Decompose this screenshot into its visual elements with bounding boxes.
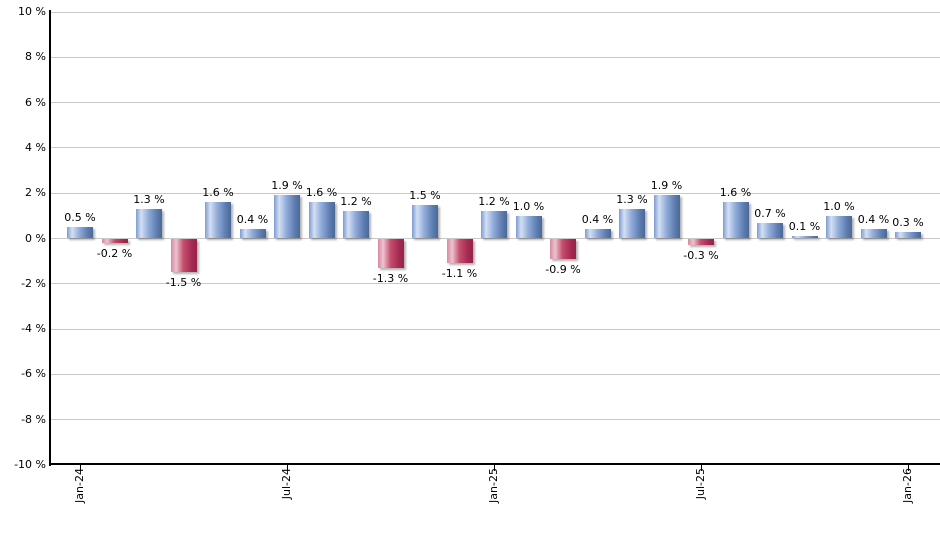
y-axis-tick-label: -8 % (21, 412, 46, 426)
y-axis-line (49, 10, 51, 466)
bar-value-label: 1.2 % (340, 195, 372, 209)
bar-value-label: 1.6 % (202, 186, 234, 200)
positive-return-bar (515, 215, 542, 239)
y-axis-tick-label: 0 % (25, 231, 46, 245)
negative-return-bar (101, 238, 128, 244)
positive-return-bar (895, 231, 921, 239)
y-axis-tick-label: 2 % (25, 186, 46, 200)
bar-value-label: 0.1 % (788, 220, 821, 234)
x-axis-tick-label: Jan-24 (73, 468, 86, 503)
bar-value-label: 0.7 % (754, 206, 786, 220)
x-axis-tick-mark (286, 465, 288, 471)
x-axis-tick-mark (493, 465, 495, 471)
y-axis-tick-label: 10 % (18, 5, 46, 18)
y-axis-tick-label: 6 % (25, 95, 46, 109)
gridline (50, 238, 940, 239)
x-axis-tick-label: Jul-25 (694, 468, 707, 500)
bar-value-label: -0.9 % (545, 262, 581, 276)
positive-return-bar (481, 211, 507, 239)
bar-value-label: 1.9 % (650, 179, 683, 193)
positive-return-bar (584, 229, 611, 239)
y-axis-tick-label: -10 % (14, 458, 46, 471)
y-axis-tick-label: 4 % (25, 140, 46, 154)
gridline (50, 56, 940, 58)
positive-return-bar (412, 204, 438, 239)
bar-value-label: 1.6 % (305, 186, 338, 200)
x-axis-tick-mark (907, 465, 909, 471)
positive-return-bar (205, 202, 231, 239)
bar-value-label: -1.5 % (165, 276, 202, 290)
gridline (50, 192, 940, 194)
bar-value-label: -1.3 % (372, 271, 409, 285)
x-axis-tick-mark (79, 465, 81, 471)
gridline (50, 283, 940, 285)
bar-value-label: 1.2 % (478, 195, 510, 209)
bar-value-label: 1.0 % (512, 199, 545, 213)
negative-return-bar (550, 238, 576, 259)
bar-value-label: 1.9 % (271, 179, 303, 193)
gridline (50, 373, 940, 375)
y-axis-tick-label: -6 % (21, 367, 46, 381)
positive-return-bar (757, 222, 783, 239)
bar-value-label: 0.3 % (892, 215, 924, 229)
negative-return-bar (688, 238, 714, 246)
gridline (50, 102, 940, 104)
negative-return-bar (446, 238, 473, 264)
x-axis-tick-label: Jul-24 (280, 468, 293, 500)
positive-return-bar (826, 215, 852, 239)
positive-return-bar (67, 227, 93, 239)
positive-return-bar (136, 209, 162, 239)
x-axis-tick-label: Jan-25 (487, 468, 500, 503)
positive-return-bar (274, 195, 300, 239)
bar-value-label: 0.4 % (581, 213, 614, 227)
gridline (50, 328, 940, 330)
bar-value-label: 1.5 % (409, 188, 441, 202)
positive-return-bar (239, 229, 266, 239)
negative-return-bar (170, 238, 197, 273)
x-axis-line (49, 463, 940, 465)
bar-value-label: -1.1 % (441, 267, 478, 281)
bar-value-label: 1.0 % (823, 199, 855, 213)
bar-value-label: -0.2 % (96, 247, 133, 261)
positive-return-bar (308, 202, 335, 239)
gridline (50, 419, 940, 421)
x-axis-tick-label: Jan-26 (901, 468, 914, 503)
y-axis-tick-label: -2 % (21, 276, 46, 290)
positive-return-bar (653, 195, 680, 239)
positive-return-bar (619, 209, 645, 239)
bar-value-label: 0.5 % (64, 211, 96, 225)
bar-value-label: 0.4 % (236, 213, 269, 227)
x-axis-tick-mark (700, 465, 702, 471)
bar-value-label: 1.3 % (133, 193, 165, 207)
y-axis-tick-label: 8 % (25, 50, 46, 64)
bar-value-label: -0.3 % (683, 249, 719, 263)
gridline (50, 147, 940, 149)
gridline (50, 11, 940, 13)
y-axis-tick-label: -4 % (21, 322, 46, 336)
bar-value-label: 1.6 % (719, 186, 752, 200)
positive-return-bar (343, 211, 369, 239)
bar-value-label: 1.3 % (616, 193, 648, 207)
positive-return-bar (791, 236, 818, 239)
positive-return-bar (860, 229, 887, 239)
negative-return-bar (377, 238, 404, 268)
bar-value-label: 0.4 % (857, 213, 890, 227)
positive-return-bar (722, 202, 749, 239)
